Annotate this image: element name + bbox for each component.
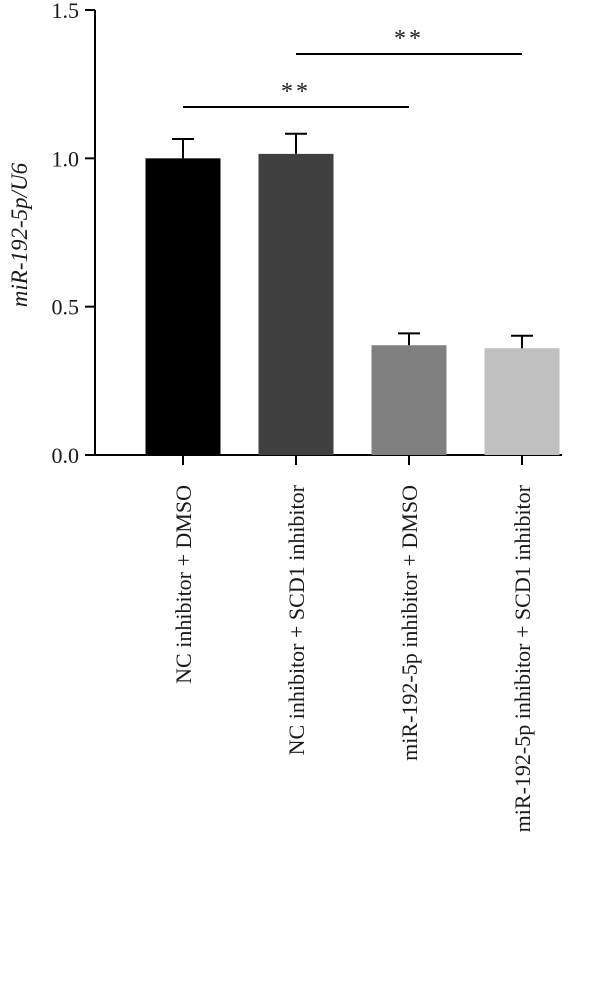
y-tick-label: 1.5 [52, 0, 80, 23]
y-axis-label: miR-192-5p/U6 [7, 162, 32, 307]
error-bars [172, 132, 533, 349]
bar [258, 153, 334, 455]
y-tick-label: 1.0 [52, 146, 80, 171]
significance-label: ** [281, 79, 311, 105]
x-tick-label: miR-192-5p inhibitor + DMSO [397, 485, 422, 761]
bar [484, 348, 560, 455]
bars [145, 153, 560, 456]
significance-annotations: ** ** [183, 26, 522, 108]
axes: 0.0 0.5 1.0 1.5 NC inhibitor + DMSO NC inhibi… [52, 0, 562, 832]
x-tick-label: NC inhibitor + SCD1 inhibitor [284, 484, 309, 755]
x-tick-label: NC inhibitor + DMSO [171, 485, 196, 684]
y-tick-label: 0.5 [52, 295, 80, 320]
x-tick-label: miR-192-5p inhibitor + SCD1 inhibitor [510, 484, 535, 832]
significance-label: ** [394, 26, 424, 52]
y-tick-label: 0.0 [52, 443, 80, 468]
bar [371, 345, 447, 455]
bar [145, 158, 221, 456]
